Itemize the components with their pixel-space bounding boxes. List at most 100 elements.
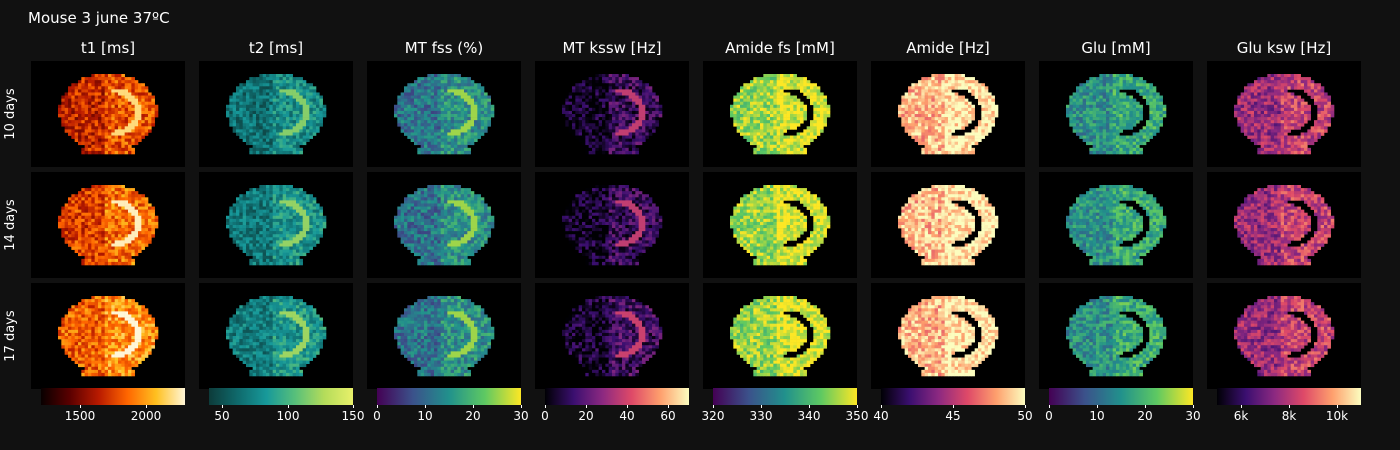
heatmap-cell (279, 129, 283, 132)
heatmap-cell (128, 129, 132, 132)
heatmap-cell (145, 222, 149, 225)
heatmap-cell (95, 194, 99, 197)
heatmap-cell (81, 117, 85, 120)
heatmap-cell (236, 203, 240, 206)
heatmap-cell (246, 361, 250, 364)
heatmap-cell (273, 213, 277, 216)
heatmap-cell (115, 250, 119, 253)
heatmap-cell (78, 114, 82, 117)
heatmap-cell (411, 207, 415, 210)
heatmap-cell (299, 342, 303, 345)
heatmap-cell (467, 253, 471, 256)
heatmap-cell (427, 117, 431, 120)
heatmap-cell (243, 216, 247, 219)
heatmap-cell (131, 102, 135, 105)
heatmap-cell (65, 318, 69, 321)
heatmap-cell (323, 333, 327, 336)
heatmap-cell (85, 354, 89, 357)
heatmap-cell (286, 117, 290, 120)
heatmap-cell (421, 86, 425, 89)
heatmap-cell (316, 219, 320, 222)
heatmap-cell (306, 308, 310, 311)
heatmap-cell (464, 302, 468, 305)
heatmap-cell (487, 99, 491, 102)
heatmap-cell (81, 321, 85, 324)
heatmap-cell (296, 194, 300, 197)
heatmap-cell (447, 114, 451, 117)
heatmap-cell (91, 86, 95, 89)
heatmap-cell (487, 96, 491, 99)
heatmap-cell (306, 237, 310, 240)
heatmap-cell (85, 330, 89, 333)
heatmap-cell (98, 262, 102, 265)
heatmap-cell (417, 308, 421, 311)
heatmap-cell (306, 243, 310, 246)
heatmap-cell (141, 129, 145, 132)
heatmap-cell (71, 210, 75, 213)
heatmap-cell (78, 123, 82, 126)
heatmap-cell (447, 185, 451, 188)
heatmap-cell (236, 336, 240, 339)
heatmap-cell (101, 105, 105, 108)
heatmap-cell (229, 345, 233, 348)
brain-slice-map (199, 61, 353, 167)
heatmap-cell (236, 123, 240, 126)
heatmap-cell (273, 351, 277, 354)
heatmap-cell (299, 262, 303, 265)
heatmap-cell (467, 197, 471, 200)
heatmap-cell (111, 358, 115, 361)
heatmap-cell (239, 197, 243, 200)
heatmap-cell (289, 305, 293, 308)
heatmap-cell (236, 92, 240, 95)
heatmap-cell (233, 330, 237, 333)
heatmap-cell (259, 222, 263, 225)
heatmap-cell (296, 148, 300, 151)
heatmap-cell (118, 364, 122, 367)
heatmap-cell (115, 364, 119, 367)
heatmap-cell (306, 139, 310, 142)
heatmap-cell (441, 74, 445, 77)
heatmap-cell (454, 247, 458, 250)
heatmap-cell (125, 132, 129, 135)
heatmap-cell (283, 321, 287, 324)
heatmap-cell (394, 114, 398, 117)
heatmap-cell (91, 314, 95, 317)
heatmap-cell (303, 305, 307, 308)
heatmap-cell (299, 330, 303, 333)
heatmap-cell (447, 305, 451, 308)
heatmap-cell (118, 234, 122, 237)
heatmap-cell (313, 339, 317, 342)
heatmap-cell (306, 351, 310, 354)
heatmap-cell (88, 194, 92, 197)
heatmap-cell (273, 200, 277, 203)
heatmap-cell (286, 225, 290, 228)
heatmap-cell (78, 237, 82, 240)
heatmap-cell (91, 74, 95, 77)
heatmap-cell (464, 89, 468, 92)
heatmap-cell (477, 243, 481, 246)
heatmap-cell (78, 120, 82, 123)
heatmap-cell (65, 216, 69, 219)
heatmap-cell (71, 234, 75, 237)
heatmap-cell (263, 86, 267, 89)
column-title: t1 [ms] (31, 39, 185, 57)
heatmap-cell (95, 250, 99, 253)
heatmap-cell (306, 213, 310, 216)
heatmap-cell (98, 234, 102, 237)
heatmap-cell (249, 358, 253, 361)
heatmap-cell (138, 225, 142, 228)
heatmap-cell (135, 225, 139, 228)
heatmap-cell (471, 191, 475, 194)
heatmap-cell (81, 259, 85, 262)
heatmap-cell (303, 92, 307, 95)
heatmap-cell (303, 231, 307, 234)
heatmap-cell (263, 207, 267, 210)
heatmap-cell (131, 318, 135, 321)
heatmap-cell (303, 336, 307, 339)
heatmap-cell (316, 228, 320, 231)
heatmap-cell (141, 96, 145, 99)
heatmap-cell (467, 250, 471, 253)
heatmap-cell (253, 259, 257, 262)
heatmap-cell (263, 311, 267, 314)
heatmap-cell (454, 191, 458, 194)
